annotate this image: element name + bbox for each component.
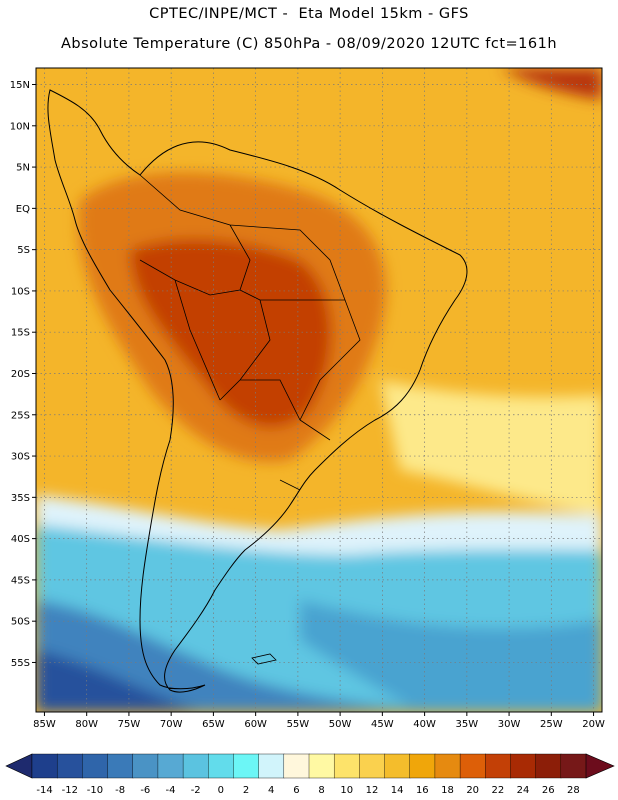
colorbar-swatch: [31, 753, 58, 779]
lat-tick-label: 5S: [17, 245, 30, 256]
south-america-coastline: [47, 89, 468, 693]
chart-title-line-2: Absolute Temperature (C) 850hPa - 08/09/…: [60, 36, 558, 52]
colorbar-label: -6: [140, 785, 150, 796]
colorbar-left-arrow: [5, 753, 33, 779]
falklands-islands: [251, 653, 277, 665]
colorbar-label: 12: [366, 785, 379, 796]
lon-tick-label: 40W: [413, 719, 436, 730]
continent-outline: [47, 89, 468, 693]
lat-tick-label: 20S: [11, 369, 30, 380]
colorbar-swatch: [82, 753, 109, 779]
field-hottest-core: [130, 239, 332, 428]
colorbar-swatch: [510, 753, 537, 779]
colorbar-label: 2: [243, 785, 249, 796]
colorbar-swatch: [233, 753, 260, 779]
colorbar-label: 22: [491, 785, 504, 796]
colorbar-label: -14: [36, 785, 52, 796]
colorbar-swatch: [384, 753, 411, 779]
map-gridlines: [36, 68, 602, 712]
lon-tick-label: 45W: [371, 719, 394, 730]
colorbar-swatch: [485, 753, 512, 779]
colorbar-label: -10: [87, 785, 103, 796]
longitude-axis: 85W 80W 75W 70W 65W 60W 55W 50W 45W 40W 35W 30W 25W 2…: [33, 712, 605, 730]
colorbar-label: 4: [268, 785, 274, 796]
colorbar-swatch: [107, 753, 134, 779]
lat-tick-label: 30S: [11, 452, 30, 463]
lat-tick-label: 40S: [11, 534, 30, 545]
colorbar-swatch: [258, 753, 285, 779]
colorbar-swatch: [308, 753, 335, 779]
colorbar-swatch: [409, 753, 436, 779]
colorbar-swatch: [157, 753, 184, 779]
lat-tick-label: 25S: [11, 410, 30, 421]
colorbar-swatch: [560, 753, 587, 779]
lat-tick-label: 10N: [10, 121, 30, 132]
colorbar-label: -2: [191, 785, 201, 796]
colorbar-label: 28: [567, 785, 580, 796]
colorbar-label: 6: [293, 785, 299, 796]
colorbar-label: 0: [218, 785, 224, 796]
field-warm-ocean: [380, 380, 602, 515]
colorbar-label: 18: [441, 785, 454, 796]
temperature-field: [36, 68, 602, 712]
colorbar-label: 14: [391, 785, 404, 796]
lat-tick-label: 15N: [10, 80, 30, 91]
lat-tick-label: 50S: [11, 617, 30, 628]
colorbar-label: 10: [340, 785, 353, 796]
colorbar-swatch: [56, 753, 83, 779]
colorbar-label: -8: [115, 785, 125, 796]
lon-tick-label: 25W: [540, 719, 563, 730]
colorbar-label: 16: [416, 785, 429, 796]
lat-tick-label: 5N: [16, 163, 30, 174]
field-very-cold: [36, 650, 200, 712]
field-cool-band: [36, 495, 602, 555]
lon-tick-label: 85W: [33, 719, 56, 730]
colorbar-label: 24: [517, 785, 530, 796]
chart-title-line-1: CPTEC/INPE/MCT - Eta Model 15km - GFS: [149, 6, 469, 22]
country-borders: [139, 174, 361, 491]
colorbar-label: 20: [466, 785, 479, 796]
colorbar-swatch: [132, 753, 159, 779]
temperature-colorbar: -14 -12 -10 -8 -6 -4 -2 0 2 4 6 8 10 12 14 16 18 20 22 24 26…: [5, 753, 615, 796]
colorbar-label: 26: [542, 785, 555, 796]
lon-tick-label: 75W: [118, 719, 141, 730]
lat-tick-label: EQ: [16, 204, 30, 215]
colorbar-swatch: [535, 753, 562, 779]
lon-tick-label: 20W: [582, 719, 605, 730]
colorbar-swatch: [459, 753, 486, 779]
colorbar-swatch: [208, 753, 235, 779]
lon-tick-label: 60W: [244, 719, 267, 730]
lat-tick-label: 35S: [11, 493, 30, 504]
colorbar-swatch: [333, 753, 360, 779]
colorbar-right-arrow: [585, 753, 615, 779]
colorbar-swatch: [359, 753, 386, 779]
colorbar-swatch: [434, 753, 461, 779]
colorbar-swatch: [283, 753, 310, 779]
field-cold-core: [36, 600, 450, 712]
colorbar-label: -4: [166, 785, 176, 796]
field-mid-cool: [300, 600, 602, 712]
colorbar-label: 8: [318, 785, 324, 796]
colorbar-label: -12: [62, 785, 78, 796]
latitude-axis: 15N 10N 5N EQ 5S 10S 15S 20S 25S 30S 35S 40S 45S 50S 5…: [10, 80, 36, 669]
lon-tick-label: 30W: [498, 719, 521, 730]
lon-tick-label: 70W: [160, 719, 183, 730]
lat-tick-label: 45S: [11, 575, 30, 586]
lat-tick-label: 15S: [11, 328, 30, 339]
map-frame: [35, 67, 603, 713]
lon-tick-label: 50W: [329, 719, 352, 730]
lon-tick-label: 55W: [287, 719, 310, 730]
field-northeast-hot: [500, 68, 602, 100]
lat-tick-label: 55S: [11, 658, 30, 669]
lon-tick-label: 65W: [202, 719, 225, 730]
colorbar-swatch: [182, 753, 209, 779]
lon-tick-label: 35W: [456, 719, 479, 730]
lon-tick-label: 80W: [75, 719, 98, 730]
lat-tick-label: 10S: [11, 286, 30, 297]
